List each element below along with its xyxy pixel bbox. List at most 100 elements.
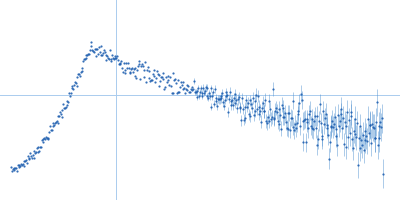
- Point: [231, 97, 237, 100]
- Point: [330, 125, 336, 128]
- Point: [288, 117, 295, 120]
- Point: [174, 91, 180, 94]
- Point: [206, 92, 212, 95]
- Point: [226, 90, 233, 93]
- Point: [72, 82, 79, 85]
- Point: [94, 48, 100, 51]
- Point: [161, 87, 168, 90]
- Point: [370, 126, 376, 129]
- Point: [347, 115, 354, 118]
- Point: [14, 169, 20, 172]
- Point: [240, 107, 246, 111]
- Point: [359, 143, 365, 147]
- Point: [154, 69, 160, 72]
- Point: [10, 168, 16, 171]
- Point: [354, 122, 360, 125]
- Point: [226, 97, 232, 100]
- Point: [151, 68, 158, 72]
- Point: [140, 76, 147, 79]
- Point: [129, 67, 135, 70]
- Point: [55, 115, 62, 118]
- Point: [252, 99, 258, 102]
- Point: [250, 113, 257, 116]
- Point: [49, 122, 56, 125]
- Point: [267, 108, 274, 111]
- Point: [284, 126, 290, 129]
- Point: [274, 110, 280, 113]
- Point: [22, 160, 28, 163]
- Point: [167, 75, 173, 78]
- Point: [30, 154, 36, 157]
- Point: [48, 128, 54, 131]
- Point: [112, 56, 119, 59]
- Point: [277, 113, 283, 116]
- Point: [218, 97, 225, 100]
- Point: [314, 115, 321, 118]
- Point: [272, 109, 278, 112]
- Point: [153, 76, 159, 79]
- Point: [246, 113, 252, 116]
- Point: [360, 148, 367, 152]
- Point: [278, 127, 284, 130]
- Point: [312, 115, 318, 118]
- Point: [154, 72, 161, 75]
- Point: [120, 61, 127, 65]
- Point: [192, 90, 198, 93]
- Point: [310, 128, 316, 131]
- Point: [20, 164, 27, 167]
- Point: [212, 99, 219, 102]
- Point: [240, 118, 247, 122]
- Point: [51, 123, 58, 126]
- Point: [213, 96, 220, 100]
- Point: [19, 163, 25, 166]
- Point: [64, 100, 71, 103]
- Point: [271, 118, 278, 121]
- Point: [345, 135, 351, 138]
- Point: [64, 103, 70, 106]
- Point: [31, 149, 38, 152]
- Point: [294, 113, 301, 116]
- Point: [208, 87, 215, 90]
- Point: [263, 119, 269, 122]
- Point: [48, 129, 55, 132]
- Point: [173, 82, 179, 85]
- Point: [270, 116, 277, 119]
- Point: [243, 99, 250, 102]
- Point: [116, 62, 122, 66]
- Point: [90, 49, 96, 52]
- Point: [78, 70, 85, 73]
- Point: [178, 80, 184, 83]
- Point: [371, 136, 378, 140]
- Point: [253, 93, 259, 96]
- Point: [186, 90, 192, 93]
- Point: [68, 92, 74, 95]
- Point: [363, 135, 370, 138]
- Point: [132, 67, 138, 70]
- Point: [366, 123, 373, 126]
- Point: [196, 94, 202, 98]
- Point: [260, 110, 267, 113]
- Point: [106, 58, 112, 61]
- Point: [266, 99, 273, 102]
- Point: [68, 86, 75, 89]
- Point: [80, 60, 86, 63]
- Point: [361, 129, 368, 133]
- Point: [336, 119, 343, 122]
- Point: [353, 136, 360, 139]
- Point: [298, 92, 304, 95]
- Point: [215, 97, 221, 100]
- Point: [111, 58, 117, 61]
- Point: [44, 138, 51, 141]
- Point: [21, 160, 28, 163]
- Point: [69, 84, 76, 87]
- Point: [316, 120, 322, 123]
- Point: [110, 56, 116, 60]
- Point: [276, 107, 282, 111]
- Point: [259, 106, 265, 109]
- Point: [201, 91, 207, 95]
- Point: [299, 120, 306, 123]
- Point: [139, 63, 145, 66]
- Point: [13, 166, 19, 169]
- Point: [309, 126, 316, 130]
- Point: [209, 94, 216, 98]
